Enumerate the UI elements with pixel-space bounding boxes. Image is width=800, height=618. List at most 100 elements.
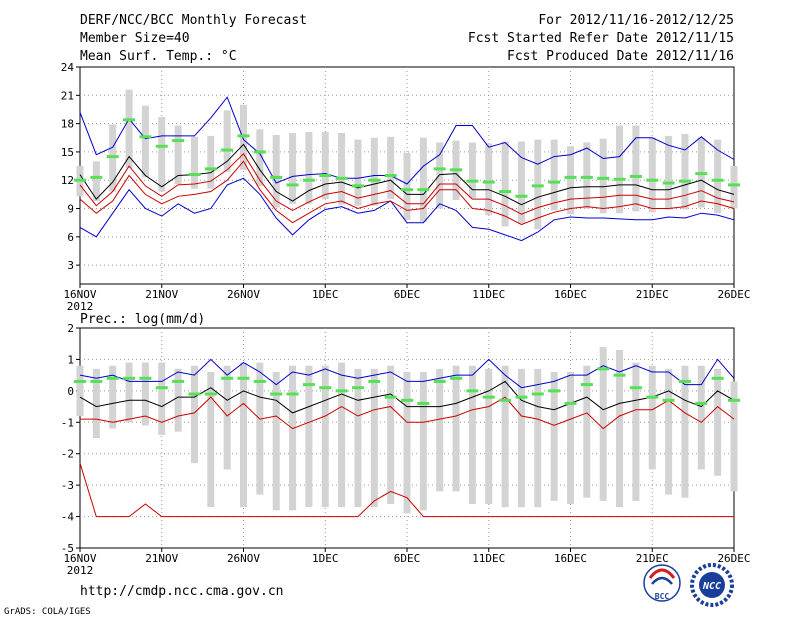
prec-line-lower — [79, 462, 734, 518]
temp-median-mark — [662, 181, 675, 185]
prec-year-label: 2012 — [67, 564, 94, 577]
prec-ytick-label: 2 — [67, 322, 74, 335]
temp-ytick-label: 3 — [67, 259, 74, 272]
prec-spread-box — [158, 362, 166, 435]
temp-median-mark — [580, 175, 593, 179]
temp-xtick-label: 1DEC — [312, 288, 339, 301]
temp-xtick-label: 11DEC — [472, 288, 505, 301]
temp-median-mark — [106, 155, 119, 159]
temp-median-mark — [401, 188, 413, 192]
temp-line-lower-red — [79, 160, 735, 226]
temp-median-mark — [548, 180, 561, 184]
prec-median-mark — [450, 376, 463, 380]
prec-spread-box — [583, 365, 591, 498]
prec-spread-box — [240, 362, 247, 508]
prec-median-mark — [548, 389, 561, 393]
temp-median-mark — [237, 134, 250, 138]
temp-spread-box — [387, 136, 395, 200]
prec-spread-box — [76, 365, 84, 416]
prec-spread-box — [387, 365, 395, 504]
temp-spread-box — [648, 137, 656, 213]
prec-ytick-label: -4 — [61, 511, 75, 524]
temp-median-mark — [482, 180, 495, 184]
temp-spread-box — [468, 142, 476, 199]
prec-median-mark — [155, 386, 168, 390]
temp-xtick-label: 26DEC — [717, 288, 750, 301]
temp-spread-box — [289, 133, 297, 204]
temp-median-mark — [286, 183, 299, 187]
temp-median-mark — [90, 175, 103, 179]
prec-ytick-label: -3 — [61, 479, 74, 492]
temp-spread-box — [714, 139, 722, 214]
prec-spread-box — [648, 365, 656, 470]
temp-spread-box — [501, 141, 509, 227]
prec-median-mark — [466, 389, 479, 393]
prec-median-mark — [204, 392, 217, 396]
footer-credit: GrADS: COLA/IGES — [4, 607, 91, 617]
temp-median-mark — [711, 178, 724, 182]
temp-median-mark — [597, 176, 610, 180]
temp-ytick-label: 15 — [61, 146, 74, 159]
temp-median-mark — [368, 178, 381, 182]
prec-xtick-label: 6DEC — [394, 552, 421, 565]
prec-median-mark — [499, 398, 512, 402]
temp-spread-box — [567, 146, 574, 215]
temp-xtick-label: 21NOV — [145, 288, 178, 301]
temp-xtick-label: 26NOV — [227, 288, 260, 301]
prec-spread-box — [256, 362, 264, 495]
prec-ytick-label: 0 — [67, 385, 74, 398]
prec-median-mark — [564, 401, 577, 405]
temp-spread-box — [305, 132, 313, 204]
temp-spread-box — [550, 139, 558, 211]
prec-median-mark — [172, 379, 185, 383]
precipitation-panel: -5 -4 -3 -2 -1 0 1 2 16NOV 21NOV 26NOV 1DEC 6DEC 11DE… — [61, 322, 751, 577]
temp-spread-box — [370, 137, 378, 206]
temp-spread-box — [599, 138, 607, 214]
temp-median-mark — [221, 148, 234, 152]
temp-spread-box — [207, 135, 215, 189]
prec-spread-box — [92, 368, 100, 438]
prec-spread-box — [632, 362, 640, 501]
prec-spread-box — [125, 362, 133, 423]
prec-spread-box — [338, 362, 346, 508]
prec-spread-box — [305, 365, 313, 508]
prec-line-lower-red — [80, 396, 735, 430]
temp-median-mark — [695, 172, 708, 176]
prec-spread-box — [697, 365, 705, 470]
prec-ytick-label: -5 — [61, 542, 74, 555]
prec-median-mark — [253, 379, 266, 383]
prec-xtick-label: 16DEC — [554, 552, 587, 565]
temp-ytick-label: 21 — [61, 89, 74, 102]
temp-median-mark — [613, 177, 626, 181]
temp-median-mark — [270, 175, 283, 179]
prec-spread-box — [714, 368, 722, 476]
temp-line-upper — [79, 96, 735, 185]
temp-xtick-label: 16DEC — [554, 288, 587, 301]
prec-spread-box — [419, 372, 427, 511]
prec-xtick-label: 21NOV — [145, 552, 178, 565]
header-variable: Mean Surf. Temp.: °C — [80, 49, 237, 64]
temp-median-mark — [629, 174, 642, 178]
temp-spread-box — [632, 125, 640, 212]
prec-ytick-label: -1 — [61, 416, 74, 429]
temp-spread-box — [403, 152, 411, 220]
temp-median-mark — [188, 173, 201, 177]
prec-spread-box — [436, 368, 444, 492]
prec-median-mark — [384, 395, 397, 399]
prec-spread-box — [665, 368, 673, 495]
temp-median-mark — [204, 167, 217, 171]
temp-xtick-label: 16NOV — [63, 288, 96, 301]
temp-median-mark — [172, 139, 185, 143]
prec-median-mark — [90, 379, 103, 383]
prec-xtick-label: 16NOV — [63, 552, 96, 565]
footer-url: http://cmdp.ncc.cma.gov.cn — [80, 584, 284, 599]
temp-median-mark — [253, 150, 266, 154]
temp-spread-box — [158, 117, 166, 192]
temp-median-mark — [515, 194, 528, 198]
precip-title: Prec.: log(mm/d) — [80, 312, 205, 327]
prec-spread-box — [223, 365, 231, 470]
prec-spread-box — [272, 372, 280, 511]
prec-median-mark — [711, 376, 724, 380]
temp-median-mark — [302, 178, 315, 182]
temp-median-mark — [564, 175, 577, 179]
